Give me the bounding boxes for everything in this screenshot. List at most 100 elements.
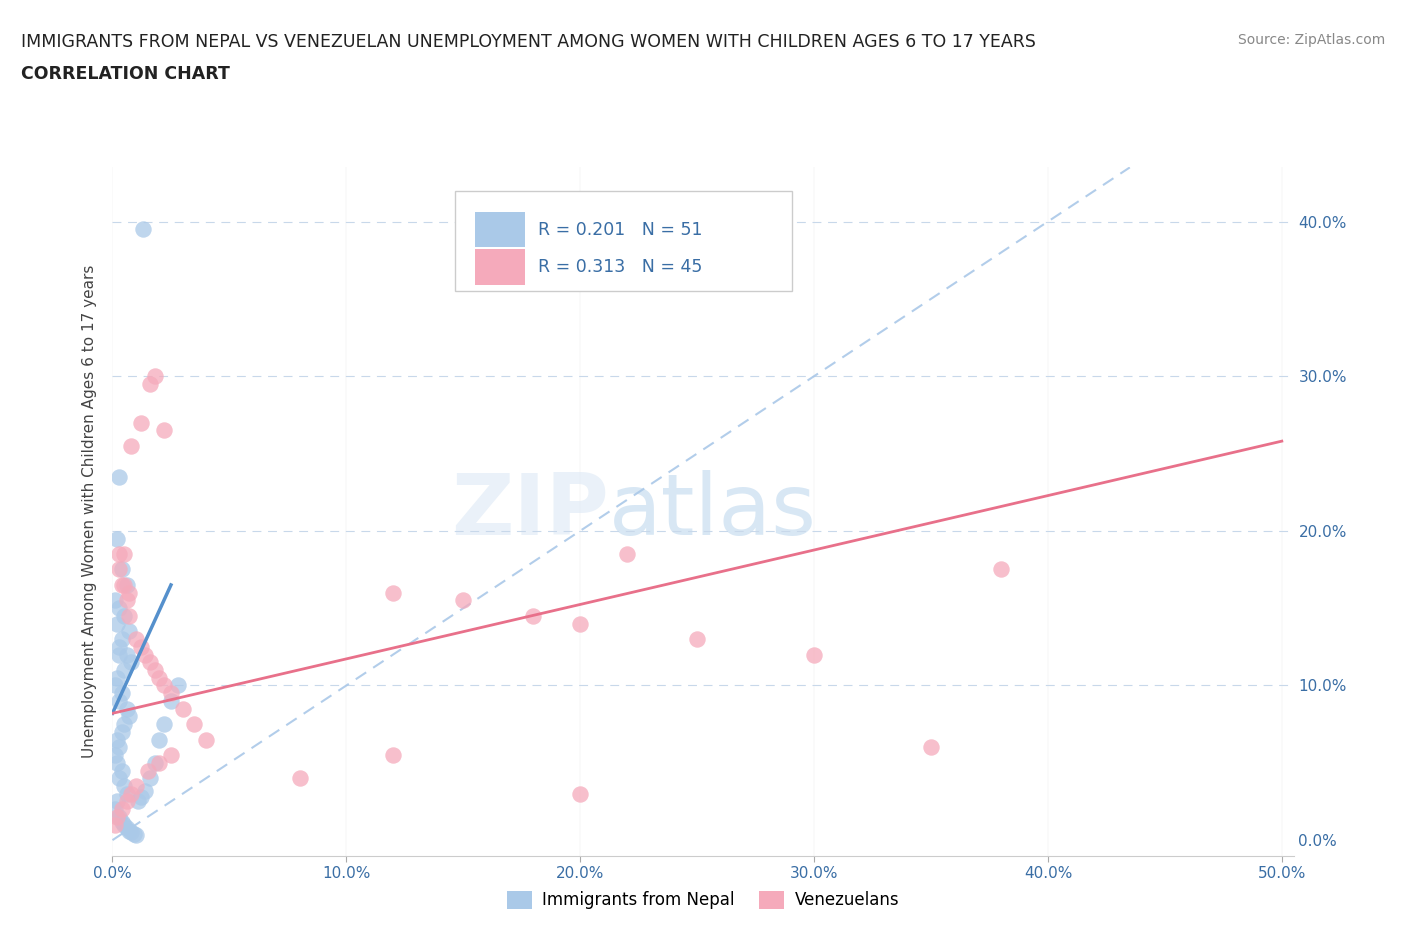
Point xyxy=(120,825,142,840)
Point xyxy=(108,771,131,786)
Point xyxy=(118,585,141,600)
Point xyxy=(803,647,825,662)
Point xyxy=(112,817,135,832)
Point xyxy=(382,748,405,763)
Point xyxy=(108,547,131,562)
Point xyxy=(112,608,135,623)
Point xyxy=(108,647,131,662)
Point xyxy=(115,701,138,716)
Point xyxy=(129,640,152,655)
Point xyxy=(118,608,141,623)
Point xyxy=(111,631,134,646)
Point xyxy=(108,740,131,755)
Point xyxy=(112,662,135,677)
Point xyxy=(125,828,148,843)
Point xyxy=(129,790,152,804)
Point xyxy=(112,717,135,732)
Point xyxy=(108,470,131,485)
Point xyxy=(118,624,141,639)
Point xyxy=(115,794,138,809)
Point xyxy=(105,531,128,546)
Point xyxy=(172,701,194,716)
Point xyxy=(105,732,128,747)
Point xyxy=(112,578,135,592)
Point xyxy=(136,764,159,778)
Point xyxy=(453,593,475,608)
Point xyxy=(143,368,166,383)
Point xyxy=(167,678,190,693)
Point xyxy=(148,755,170,770)
Text: atlas: atlas xyxy=(609,470,817,553)
Point xyxy=(105,671,128,685)
Text: ZIP: ZIP xyxy=(451,470,609,553)
Point xyxy=(118,823,141,838)
Point xyxy=(111,562,134,577)
Point xyxy=(115,593,138,608)
Point xyxy=(143,755,166,770)
Point xyxy=(111,802,134,817)
Point xyxy=(160,694,183,709)
Point xyxy=(183,717,205,732)
Point xyxy=(148,671,170,685)
Point xyxy=(522,608,544,623)
Point xyxy=(112,547,135,562)
Point xyxy=(616,547,638,562)
Point xyxy=(125,631,148,646)
Point xyxy=(134,647,156,662)
Y-axis label: Unemployment Among Women with Children Ages 6 to 17 years: Unemployment Among Women with Children A… xyxy=(82,265,97,758)
Point xyxy=(153,678,176,693)
Point xyxy=(129,415,152,430)
Point xyxy=(105,755,128,770)
Text: Source: ZipAtlas.com: Source: ZipAtlas.com xyxy=(1237,33,1385,46)
Point xyxy=(382,585,405,600)
Point xyxy=(120,655,142,670)
Point xyxy=(104,593,127,608)
Point xyxy=(686,631,709,646)
Point xyxy=(104,817,127,832)
Point xyxy=(569,617,592,631)
Point xyxy=(111,685,134,700)
Point xyxy=(288,771,311,786)
Point xyxy=(139,655,162,670)
Point xyxy=(111,764,134,778)
Point xyxy=(153,423,176,438)
Point xyxy=(153,717,176,732)
Point xyxy=(115,647,138,662)
Point xyxy=(108,809,131,824)
Point xyxy=(111,578,134,592)
Text: IMMIGRANTS FROM NEPAL VS VENEZUELAN UNEMPLOYMENT AMONG WOMEN WITH CHILDREN AGES : IMMIGRANTS FROM NEPAL VS VENEZUELAN UNEM… xyxy=(21,33,1036,50)
FancyBboxPatch shape xyxy=(456,192,792,291)
Text: R = 0.313   N = 45: R = 0.313 N = 45 xyxy=(537,259,702,276)
Point xyxy=(148,732,170,747)
Point xyxy=(195,732,218,747)
Point xyxy=(108,562,131,577)
Point xyxy=(122,827,145,842)
Point xyxy=(104,678,127,693)
Point xyxy=(920,740,942,755)
Point xyxy=(569,786,592,801)
Point xyxy=(143,662,166,677)
Point xyxy=(125,778,148,793)
Point xyxy=(115,786,138,801)
Point xyxy=(160,685,183,700)
Point xyxy=(115,578,138,592)
Legend: Immigrants from Nepal, Venezuelans: Immigrants from Nepal, Venezuelans xyxy=(501,884,905,916)
Point xyxy=(108,601,131,616)
Point xyxy=(105,617,128,631)
Point xyxy=(120,786,142,801)
Point xyxy=(132,222,155,237)
Point xyxy=(127,794,149,809)
Bar xyxy=(475,249,524,285)
Point xyxy=(111,724,134,739)
Point xyxy=(112,778,135,793)
Point xyxy=(990,562,1012,577)
Point xyxy=(134,783,156,798)
Point xyxy=(108,640,131,655)
Point xyxy=(139,377,162,392)
Point xyxy=(108,694,131,709)
Point xyxy=(115,820,138,835)
Point xyxy=(104,802,127,817)
Point xyxy=(111,814,134,829)
Point xyxy=(139,771,162,786)
Point xyxy=(105,794,128,809)
